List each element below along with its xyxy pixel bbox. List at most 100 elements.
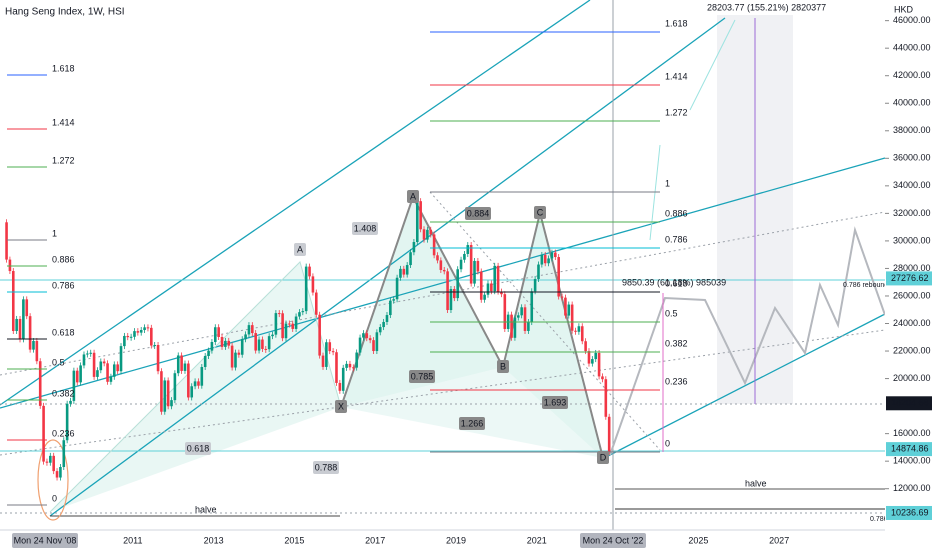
candle bbox=[170, 400, 173, 407]
x-tick-label: 2019 bbox=[446, 535, 466, 545]
highlight-ellipse bbox=[37, 439, 69, 521]
swing-note: 9850.39 (61.18%) 985039 bbox=[622, 277, 726, 287]
candle bbox=[261, 339, 264, 349]
candle bbox=[570, 304, 574, 331]
candle bbox=[75, 370, 79, 383]
candle bbox=[338, 382, 342, 391]
candle bbox=[446, 271, 449, 311]
candle bbox=[308, 266, 311, 277]
candle bbox=[119, 346, 123, 372]
price-label: 14874.86 bbox=[891, 444, 929, 454]
candle bbox=[143, 327, 146, 331]
ratio-box bbox=[465, 207, 491, 220]
candle bbox=[274, 313, 278, 335]
candle bbox=[166, 380, 170, 407]
candle bbox=[11, 271, 15, 332]
x-tick-label: 2017 bbox=[365, 535, 385, 545]
point-label: D bbox=[600, 452, 607, 462]
candle bbox=[385, 315, 389, 322]
ratio-label: 0.785 bbox=[411, 371, 434, 381]
candle bbox=[281, 313, 284, 339]
candle bbox=[318, 314, 321, 356]
candle bbox=[271, 334, 274, 337]
y-tick-label: 14000.00 bbox=[893, 456, 931, 466]
y-tick-label: 32000.00 bbox=[893, 208, 931, 218]
candle bbox=[207, 350, 210, 356]
candle bbox=[530, 291, 534, 323]
candle bbox=[25, 299, 29, 317]
candle bbox=[476, 260, 480, 272]
candle bbox=[456, 269, 459, 299]
candle bbox=[389, 300, 392, 316]
fib-label: 0.886 bbox=[52, 254, 75, 264]
candle bbox=[493, 265, 497, 292]
candle bbox=[291, 323, 295, 329]
candle bbox=[133, 331, 136, 337]
candle bbox=[163, 380, 167, 412]
candle bbox=[496, 265, 500, 292]
candle bbox=[72, 370, 76, 401]
candle bbox=[459, 259, 463, 270]
candle bbox=[365, 333, 369, 339]
candle bbox=[540, 254, 544, 265]
price-label-box bbox=[886, 442, 932, 457]
candle bbox=[604, 379, 608, 417]
price-label: 18204.68 bbox=[891, 398, 929, 408]
candle bbox=[325, 342, 328, 367]
point-label: B bbox=[500, 361, 506, 371]
ratio-label: 0.884 bbox=[467, 208, 490, 218]
candle bbox=[574, 330, 577, 332]
point-label: A bbox=[297, 244, 303, 254]
candle bbox=[513, 317, 517, 338]
candle bbox=[378, 327, 382, 333]
fib-label: 0.5 bbox=[665, 308, 678, 318]
candle bbox=[523, 307, 527, 331]
y-tick-label: 30000.00 bbox=[893, 235, 931, 245]
candle bbox=[490, 283, 493, 292]
candle bbox=[176, 355, 180, 374]
candle bbox=[533, 279, 537, 292]
ratio-box bbox=[409, 370, 435, 383]
candle bbox=[412, 242, 416, 253]
y-tick-label: 36000.00 bbox=[893, 153, 931, 163]
fib-label: 1 bbox=[52, 228, 57, 238]
candle bbox=[112, 364, 116, 377]
candle bbox=[264, 348, 268, 350]
price-label-box bbox=[886, 271, 932, 286]
point-box bbox=[597, 451, 609, 464]
candle bbox=[422, 229, 426, 240]
candle bbox=[591, 359, 594, 364]
candle bbox=[469, 245, 473, 284]
ratio-box bbox=[352, 222, 378, 235]
candle bbox=[429, 229, 433, 235]
candle bbox=[560, 296, 564, 298]
candle bbox=[392, 299, 396, 301]
candle bbox=[601, 376, 604, 380]
x-tick-label: 2015 bbox=[284, 535, 304, 545]
candle bbox=[294, 316, 298, 329]
x-tick-label: 2025 bbox=[688, 535, 708, 545]
candle bbox=[442, 269, 446, 272]
candle bbox=[22, 299, 25, 340]
candle bbox=[197, 381, 200, 386]
x-tick-label: 2021 bbox=[527, 535, 547, 545]
candle bbox=[432, 234, 436, 256]
fib-label: 0.236 bbox=[665, 376, 688, 386]
candle bbox=[160, 371, 163, 412]
candle bbox=[150, 327, 153, 346]
candle bbox=[355, 352, 358, 368]
candle bbox=[557, 257, 560, 297]
candle bbox=[426, 229, 429, 240]
price-label-box bbox=[886, 505, 932, 520]
candle bbox=[28, 316, 32, 350]
ratio-box bbox=[459, 417, 485, 430]
fib-label: 1 bbox=[665, 178, 670, 188]
ratio-box bbox=[185, 442, 211, 455]
candle bbox=[453, 288, 456, 299]
y-tick-label: 24000.00 bbox=[893, 318, 931, 328]
fib-label: 0.5 bbox=[52, 357, 65, 367]
candles bbox=[5, 198, 611, 481]
fib-label: 0.886 bbox=[665, 208, 688, 218]
candle bbox=[527, 322, 530, 331]
candle bbox=[304, 266, 308, 312]
